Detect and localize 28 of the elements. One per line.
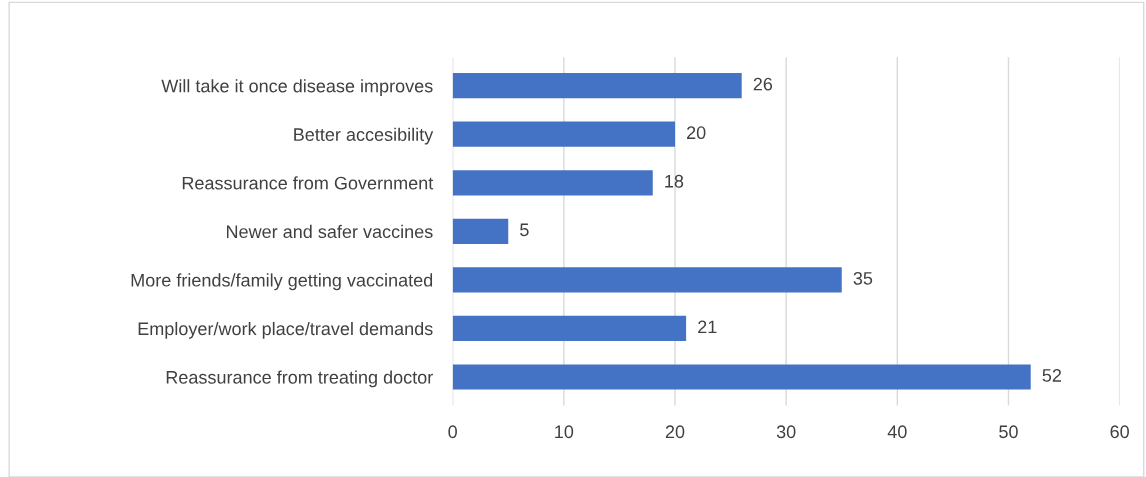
x-tick-label: 10 <box>555 425 574 439</box>
x-tick-label: 60 <box>1110 425 1129 439</box>
y-tick-label: Reassurance from Government <box>182 176 434 190</box>
data-label: 35 <box>853 271 873 285</box>
y-tick-label: Better accesibility <box>294 127 434 145</box>
x-tick-label: 50 <box>999 425 1018 439</box>
bar <box>452 315 687 342</box>
x-tick-label: 20 <box>665 425 685 439</box>
data-label: 21 <box>698 320 717 334</box>
y-tick-label: Will take it once disease improves <box>161 79 433 96</box>
x-tick-label: 30 <box>776 425 796 439</box>
data-label: 5 <box>520 223 529 237</box>
data-label: 26 <box>753 77 773 91</box>
bar <box>452 364 1031 390</box>
y-tick-label: More friends/family getting vaccinated <box>131 273 433 291</box>
y-tick-label: Newer and safer vaccines <box>226 224 433 239</box>
bar <box>452 218 509 244</box>
data-label: 52 <box>1042 369 1061 382</box>
y-tick-label: Employer/work place/travel demands <box>138 321 433 339</box>
bar <box>452 170 653 196</box>
x-tick-label: 0 <box>448 425 457 439</box>
data-label: 18 <box>665 174 684 188</box>
y-tick-label: Reassurance from treating doctor <box>166 370 433 388</box>
bar <box>452 121 675 147</box>
bar <box>452 267 842 293</box>
data-label: 20 <box>687 126 706 140</box>
x-tick-label: 40 <box>887 425 907 439</box>
bar <box>452 73 742 99</box>
